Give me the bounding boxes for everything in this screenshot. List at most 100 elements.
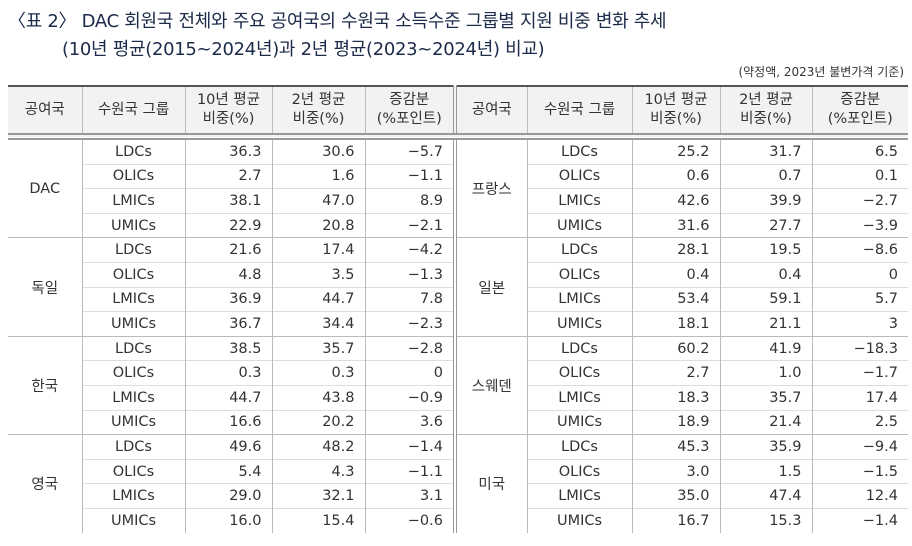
- value-cell: 47.4: [719, 483, 812, 509]
- header-text: (%포인트): [376, 111, 442, 127]
- group-cell: UMICs: [81, 212, 185, 238]
- value-cell: −5.7: [364, 136, 455, 165]
- value-cell: 7.8: [364, 286, 455, 312]
- group-cell: UMICs: [526, 507, 632, 533]
- value-cell: 59.1: [719, 286, 812, 312]
- value-cell: −0.6: [364, 507, 455, 533]
- group-cell: LMICs: [526, 188, 632, 214]
- table-row: LMICs 36.9 44.7 7.8 LMICs 53.4 59.1 5.7: [8, 286, 908, 312]
- group-cell: UMICs: [526, 212, 632, 238]
- title: 〈표 2〉 DAC 회원국 전체와 주요 공여국의 수원국 소득수준 그룹별 지…: [8, 11, 667, 32]
- header-text: (%포인트): [827, 111, 893, 127]
- table-row: OLICs 2.7 1.6 −1.1 OLICs 0.6 0.7 0.1: [8, 163, 908, 189]
- value-cell: 36.3: [184, 136, 272, 165]
- table-row: LMICs 38.1 47.0 8.9 LMICs 42.6 39.9 −2.7: [8, 188, 908, 214]
- value-cell: −0.9: [364, 384, 455, 411]
- value-cell: 3.1: [364, 483, 455, 509]
- value-cell: 25.2: [631, 136, 720, 165]
- header-cell: 공여국: [453, 85, 527, 140]
- value-cell: 18.3: [631, 384, 720, 411]
- value-cell: −2.1: [364, 212, 455, 238]
- value-cell: 18.9: [631, 409, 720, 435]
- table-row: UMICs 36.7 34.4 −2.3 UMICs 18.1 21.1 3: [8, 311, 908, 337]
- value-cell: 0.3: [184, 360, 272, 386]
- header-cell: 공여국: [8, 85, 82, 140]
- group-cell: UMICs: [81, 311, 185, 337]
- table-row: DAC LDCs 36.3 30.6 −5.7 프랑스 LDCs 25.2 31.7 6.5: [8, 135, 908, 238]
- value-cell: 44.7: [271, 286, 365, 312]
- value-cell: 15.4: [271, 507, 365, 533]
- value-cell: 1.5: [719, 458, 812, 484]
- data-table: 공여국 수원국 그룹 10년 평균 비중(%) 2년 평균 비중(%) 증감분 (%포인트) 공…: [8, 85, 908, 533]
- group-cell: LDCs: [81, 237, 185, 263]
- value-cell: 0.1: [811, 163, 908, 189]
- value-cell: −2.3: [364, 311, 455, 337]
- group-cell: OLICs: [81, 163, 185, 189]
- value-cell: 8.9: [364, 188, 455, 214]
- value-cell: 36.9: [184, 286, 272, 312]
- header-text: 증감분: [389, 92, 430, 108]
- value-cell: 35.0: [631, 483, 720, 509]
- value-cell: 30.6: [271, 136, 365, 165]
- value-cell: 31.6: [631, 212, 720, 238]
- header-cell: 수원국 그룹: [526, 85, 632, 140]
- value-cell: −1.4: [364, 434, 455, 460]
- value-cell: 16.7: [631, 507, 720, 533]
- group-cell: LMICs: [526, 483, 632, 509]
- value-cell: 27.7: [719, 212, 812, 238]
- value-cell: 42.6: [631, 188, 720, 214]
- value-cell: 3.5: [271, 261, 365, 288]
- group-cell: LDCs: [81, 335, 185, 361]
- value-cell: 1.0: [719, 360, 812, 386]
- group-cell: OLICs: [526, 261, 632, 288]
- group-cell: LMICs: [81, 188, 185, 214]
- group-cell: LMICs: [526, 286, 632, 312]
- value-cell: 19.5: [719, 237, 812, 263]
- value-cell: 21.1: [719, 311, 812, 337]
- header-cell: 수원국 그룹: [81, 85, 185, 140]
- value-cell: 0: [364, 360, 455, 386]
- value-cell: 35.7: [719, 384, 812, 411]
- header-cell: 증감분 (%포인트): [364, 85, 455, 140]
- unit-note: (약정액, 2023년 불변가격 기준): [738, 65, 904, 79]
- table-row: OLICs 0.3 0.3 0 OLICs 2.7 1.0 −1.7: [8, 360, 908, 386]
- header-text: 공여국: [24, 101, 65, 118]
- donor-cell: DAC: [8, 135, 82, 238]
- donor-cell: 독일: [8, 237, 82, 337]
- value-cell: 0.4: [631, 261, 720, 288]
- donor-cell: 스웨덴: [453, 335, 527, 435]
- table-row: UMICs 16.0 15.4 −0.6 UMICs 16.7 15.3 −1.4: [8, 507, 908, 533]
- group-cell: LMICs: [81, 483, 185, 509]
- group-cell: LMICs: [81, 286, 185, 312]
- group-cell: UMICs: [526, 311, 632, 337]
- table-row: LMICs 29.0 32.1 3.1 LMICs 35.0 47.4 12.4: [8, 483, 908, 509]
- value-cell: 48.2: [271, 434, 365, 460]
- value-cell: 31.7: [719, 136, 812, 165]
- table-row: OLICs 5.4 4.3 −1.1 OLICs 3.0 1.5 −1.5: [8, 458, 908, 484]
- header-text: 10년 평균: [644, 92, 708, 108]
- value-cell: 3: [811, 311, 908, 337]
- value-cell: −1.7: [811, 360, 908, 386]
- header-text: 비중(%): [202, 111, 255, 127]
- value-cell: 20.8: [271, 212, 365, 238]
- group-cell: OLICs: [526, 163, 632, 189]
- value-cell: 12.4: [811, 483, 908, 509]
- header-text: 2년 평균: [739, 92, 793, 108]
- header-cell: 증감분 (%포인트): [811, 85, 908, 140]
- value-cell: 15.3: [719, 507, 812, 533]
- table-body: DAC LDCs 36.3 30.6 −5.7 프랑스 LDCs 25.2 31.7 6.5 OLI…: [8, 135, 908, 533]
- value-cell: 44.7: [184, 384, 272, 411]
- value-cell: 49.6: [184, 434, 272, 460]
- value-cell: 0: [811, 261, 908, 288]
- group-cell: LDCs: [81, 136, 185, 165]
- group-cell: LDCs: [526, 136, 632, 165]
- group-cell: OLICs: [526, 360, 632, 386]
- table-row: UMICs 22.9 20.8 −2.1 UMICs 31.6 27.7 −3.9: [8, 212, 908, 238]
- value-cell: 17.4: [271, 237, 365, 263]
- value-cell: −3.9: [811, 212, 908, 238]
- value-cell: 38.5: [184, 335, 272, 361]
- value-cell: 35.9: [719, 434, 812, 460]
- header-text: 10년 평균: [196, 92, 261, 108]
- value-cell: 0.3: [271, 360, 365, 386]
